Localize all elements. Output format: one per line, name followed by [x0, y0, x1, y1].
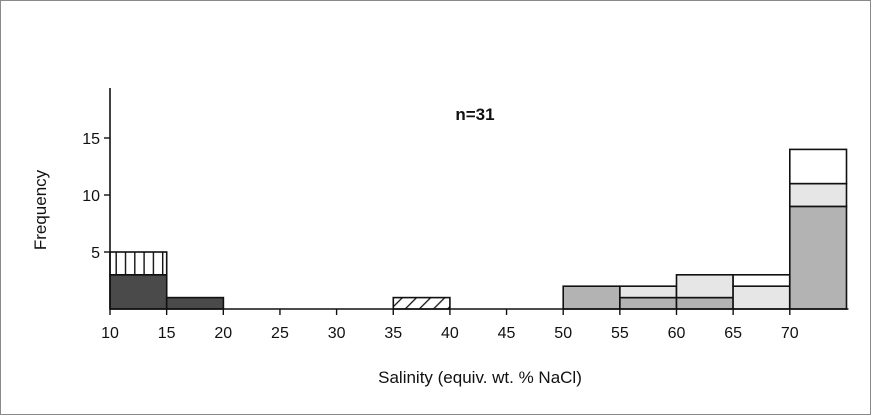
bar-segment-60-65-0: [675, 296, 734, 310]
x-tick-label-60: 60: [668, 325, 686, 342]
x-tick-label-45: 45: [498, 325, 516, 342]
x-tick-label-55: 55: [611, 325, 629, 342]
bar-layer: [109, 148, 848, 310]
x-tick-label-65: 65: [724, 325, 742, 342]
bar-segment-10-15-1: [109, 251, 168, 276]
x-tick-label-35: 35: [384, 325, 402, 342]
x-tick-label-25: 25: [271, 325, 289, 342]
y-tick-label-10: 10: [82, 188, 100, 205]
x-tick-label-30: 30: [328, 325, 346, 342]
bar-segment-55-60-0: [619, 296, 678, 310]
bar-segment-70-75-2: [788, 148, 848, 185]
bar-segment-50-55-0: [562, 285, 621, 310]
bar-segment-65-70-1: [732, 273, 791, 287]
axes-layer: 5 10 15 10 15 20 25 30 35 40 45 50 55 60 65 70: [82, 88, 849, 342]
y-axis-label: Frequency: [31, 169, 50, 250]
bar-segment-10-15-0: [109, 273, 168, 310]
bar-segment-70-75-1: [788, 182, 848, 208]
x-tick-label-70: 70: [781, 325, 799, 342]
sample-size-annotation: n=31: [455, 105, 494, 124]
x-tick-label-20: 20: [214, 325, 232, 342]
bar-segment-15-20-0: [165, 296, 225, 310]
bar-segment-65-70-0: [732, 285, 791, 310]
x-tick-label-40: 40: [441, 325, 459, 342]
bar-segment-55-60-1: [619, 285, 678, 299]
bar-segment-35-40-0: [392, 296, 451, 310]
x-tick-label-50: 50: [554, 325, 572, 342]
bar-segment-60-65-1: [675, 273, 734, 299]
y-tick-label-5: 5: [91, 245, 100, 262]
x-axis-label: Salinity (equiv. wt. % NaCl): [378, 368, 582, 387]
x-tick-label-10: 10: [101, 325, 119, 342]
y-tick-label-15: 15: [82, 131, 100, 148]
x-tick-label-15: 15: [158, 325, 176, 342]
bar-segment-70-75-0: [788, 205, 848, 310]
